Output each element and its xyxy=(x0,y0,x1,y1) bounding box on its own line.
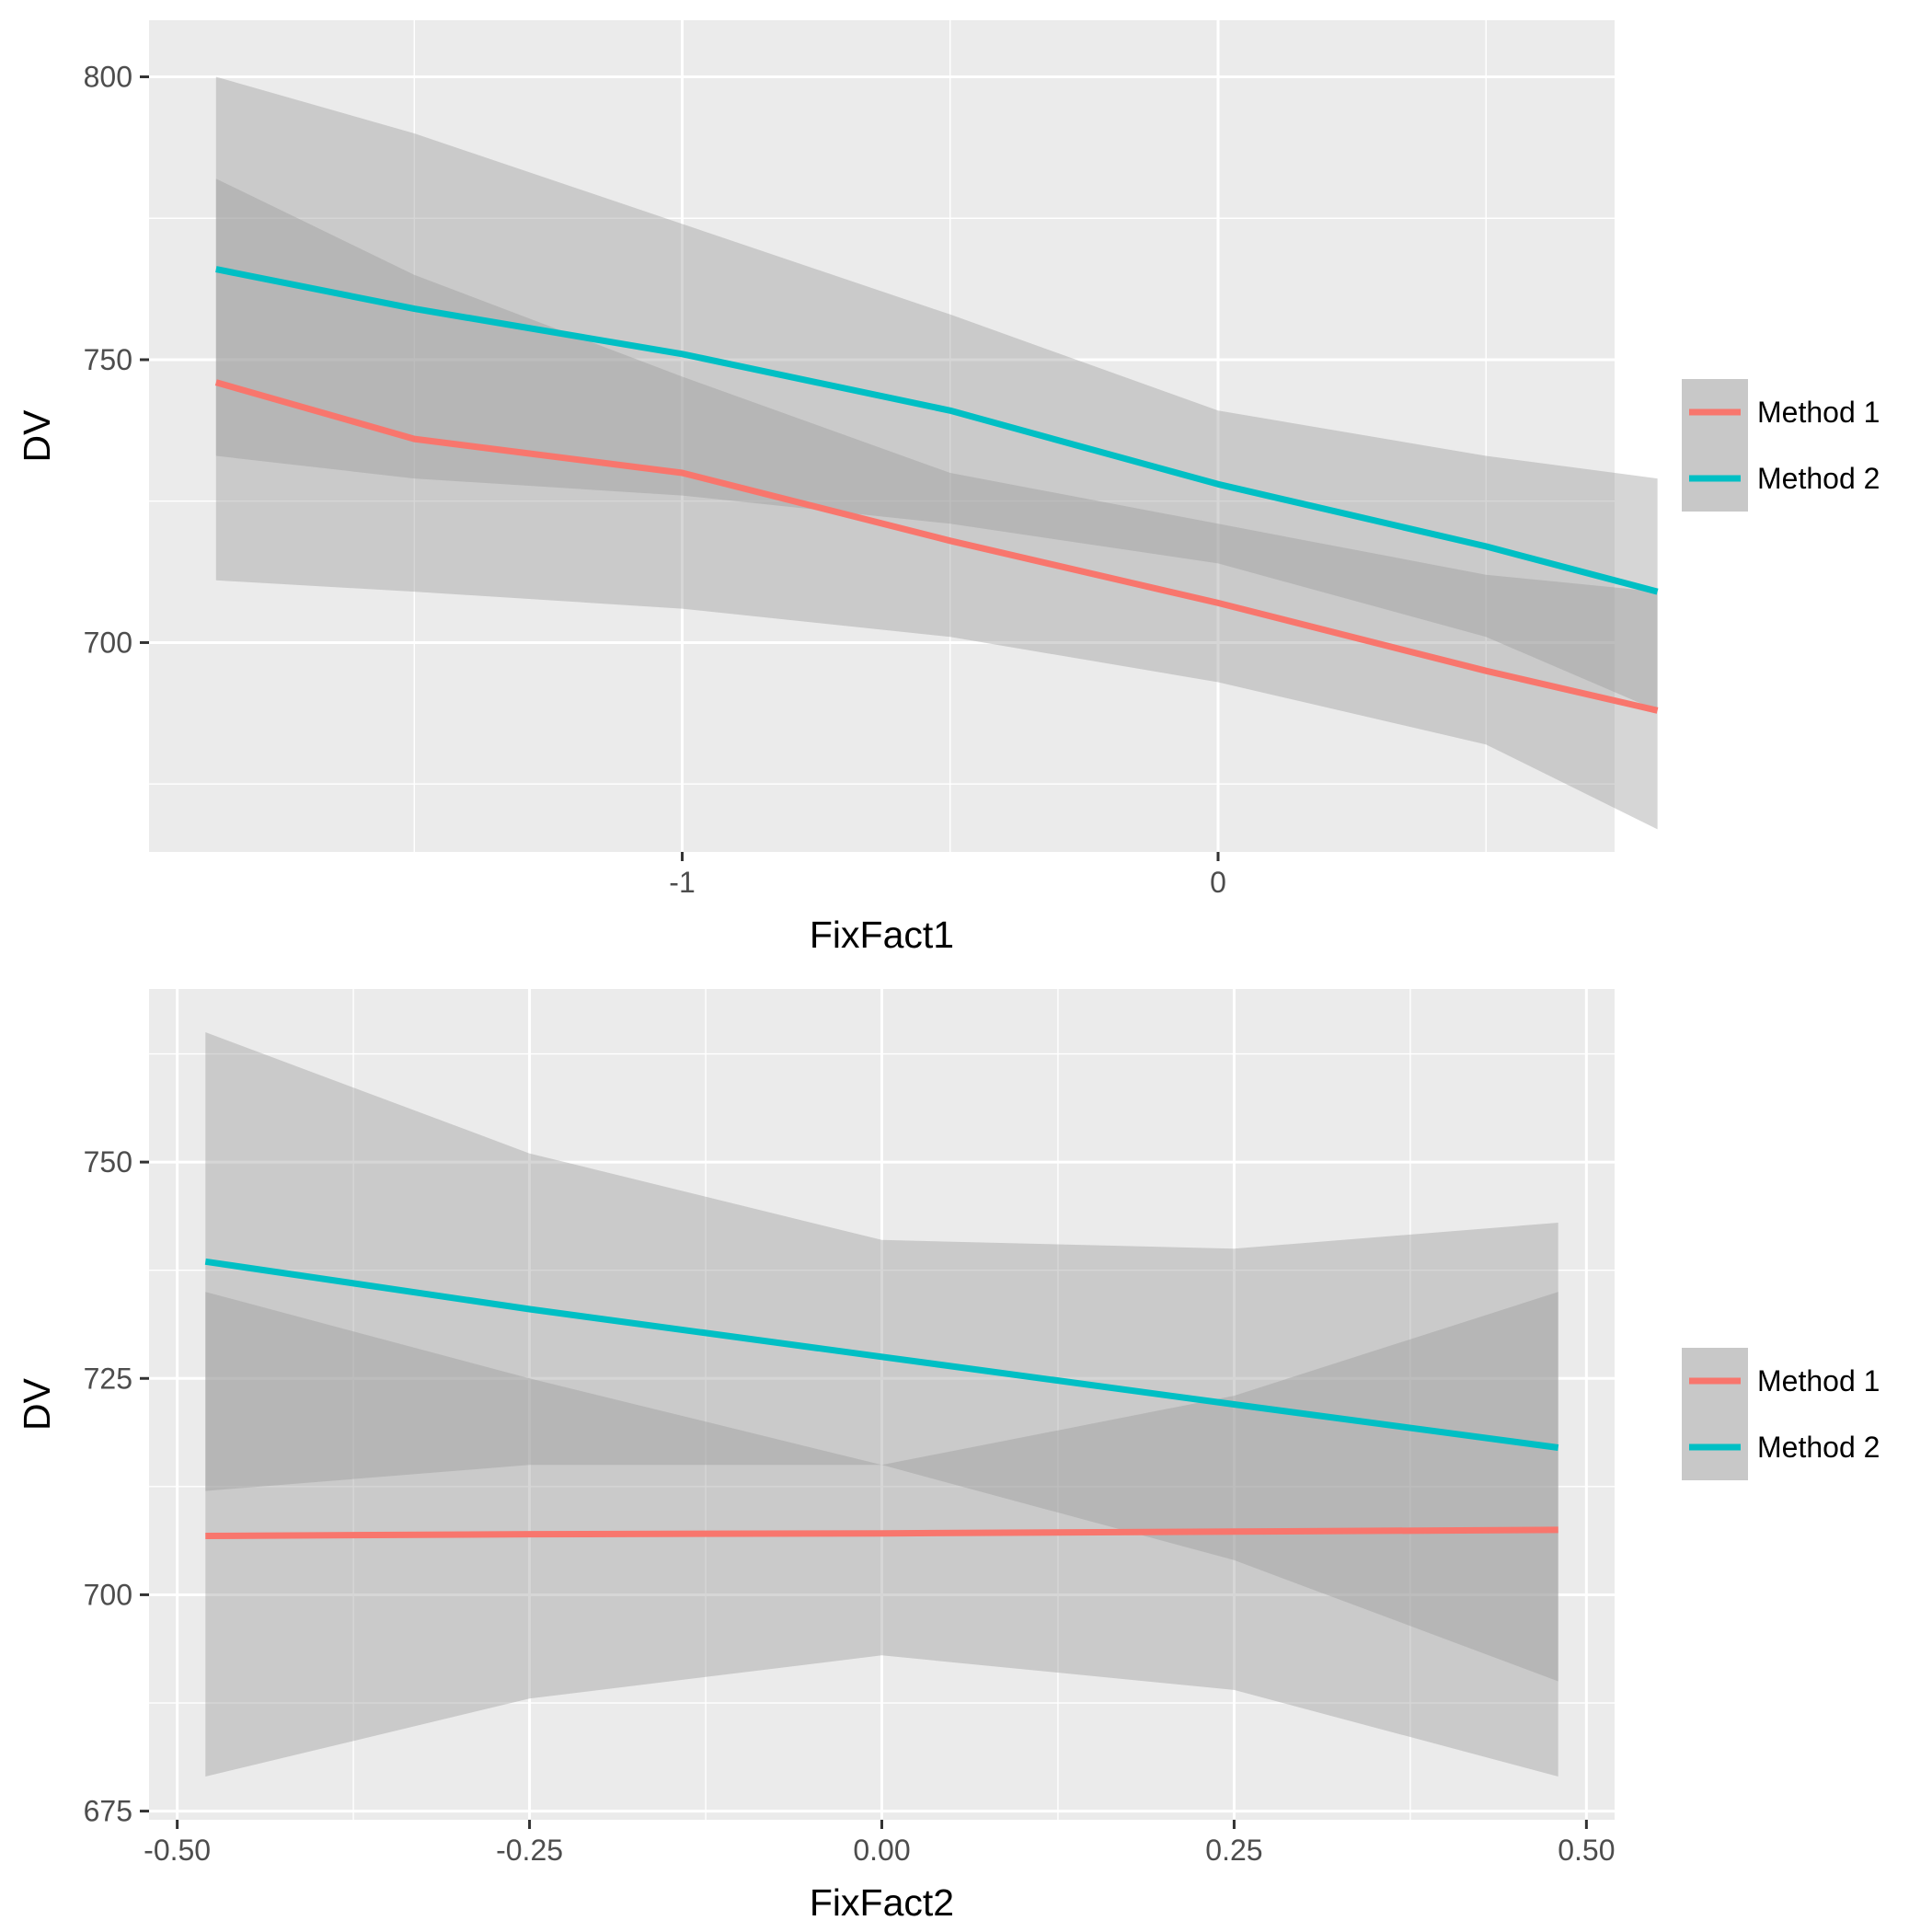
chart-panel-2: -0.50 -0.25 0.00 0.25 0.50 675 700 725 750 FixFac… xyxy=(16,989,1880,1924)
y-axis-title: DV xyxy=(16,1377,58,1431)
series-line-2 xyxy=(204,1258,1559,1451)
y-tick-label: 725 xyxy=(84,1362,132,1395)
confidence-band-series-2 xyxy=(215,76,1658,830)
legend: Method 1 Method 2 xyxy=(1682,379,1880,512)
x-tick-label: -0.25 xyxy=(496,1834,563,1867)
y-tick-label: 675 xyxy=(84,1795,132,1828)
x-tick-label: 0.25 xyxy=(1205,1834,1262,1867)
x-tick-label: 0.50 xyxy=(1558,1834,1615,1867)
y-tick-label: 750 xyxy=(84,343,132,376)
y-tick-label: 800 xyxy=(84,60,132,93)
y-axis-title: DV xyxy=(16,409,58,463)
x-tick-label: 0 xyxy=(1210,866,1226,899)
y-tick-label: 700 xyxy=(84,1578,132,1611)
legend-label: Method 1 xyxy=(1757,1364,1880,1397)
y-tick-label: 750 xyxy=(84,1145,132,1179)
x-axis-title: FixFact2 xyxy=(810,1881,954,1924)
chart-panel-1: -1 0 700 750 800 FixFact1 DV Method 1 Method 2 xyxy=(16,20,1880,956)
series-line-2 xyxy=(215,266,1659,595)
legend-label: Method 2 xyxy=(1757,1431,1880,1464)
legend: Method 1 Method 2 xyxy=(1682,1348,1880,1480)
series-line-1 xyxy=(214,379,1659,714)
confidence-band-series-1 xyxy=(215,178,1658,711)
x-tick-label: 0.00 xyxy=(853,1834,910,1867)
legend-label: Method 1 xyxy=(1757,396,1880,429)
series-line-1 xyxy=(205,1526,1558,1539)
y-tick-label: 700 xyxy=(84,626,132,659)
x-tick-label: -0.50 xyxy=(144,1834,211,1867)
x-axis-title: FixFact1 xyxy=(810,914,954,956)
legend-label: Method 2 xyxy=(1757,462,1880,495)
x-tick-label: -1 xyxy=(669,866,695,899)
